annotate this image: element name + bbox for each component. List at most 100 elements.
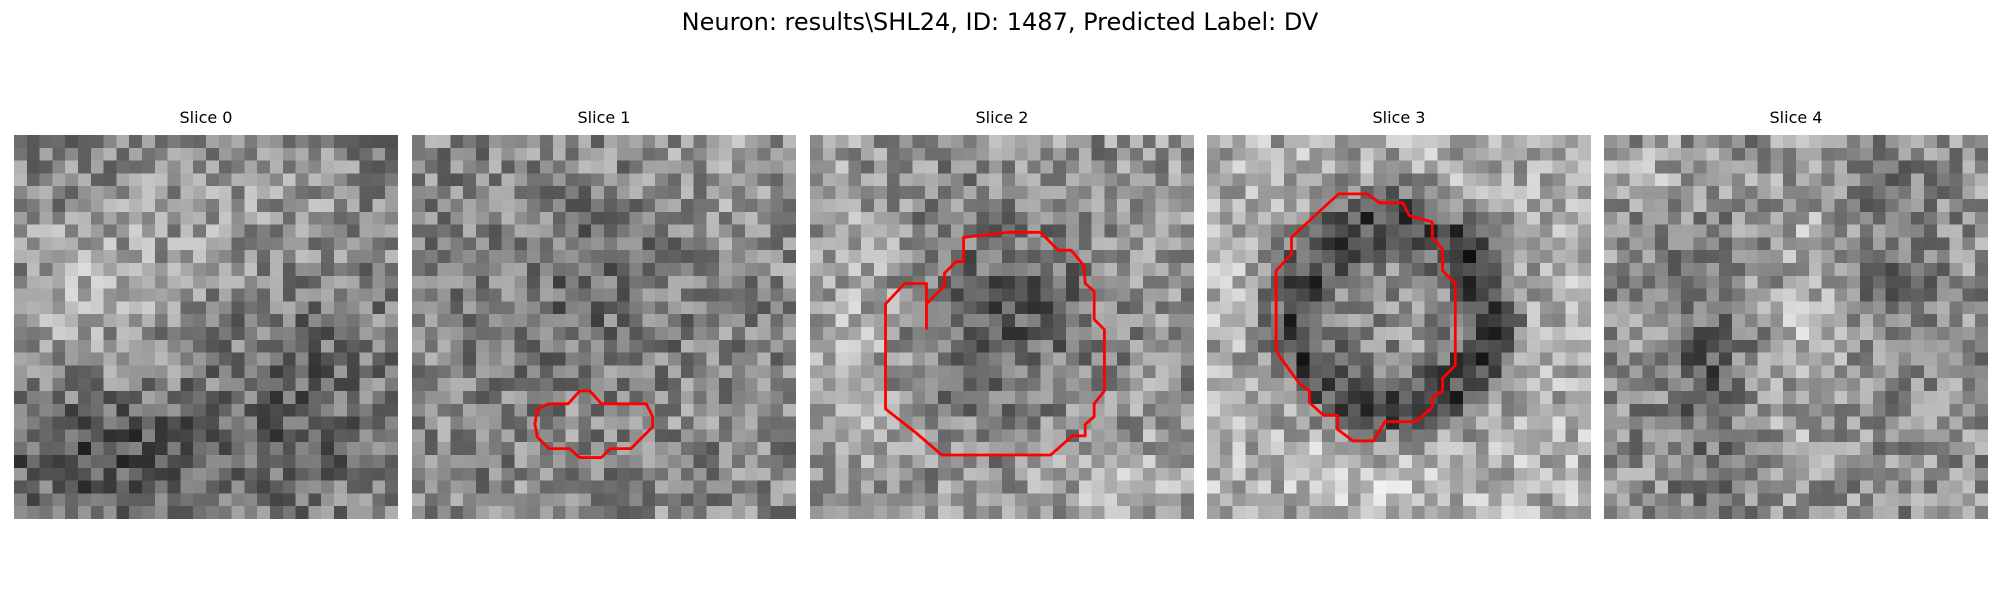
pixel — [1002, 365, 1016, 379]
pixel — [1783, 186, 1797, 200]
pixel — [167, 365, 181, 379]
pixel — [1898, 352, 1912, 366]
pixel — [257, 147, 271, 161]
pixel — [591, 429, 605, 443]
pixel — [668, 301, 682, 315]
pixel — [167, 275, 181, 289]
pixel — [308, 224, 322, 238]
pixel — [1309, 493, 1323, 507]
pixel — [295, 135, 309, 149]
pixel — [1514, 467, 1528, 481]
pixel — [437, 237, 451, 251]
pixel — [822, 352, 836, 366]
pixel — [1347, 314, 1361, 328]
pixel — [912, 480, 926, 494]
pixel — [848, 480, 862, 494]
pixel — [1027, 339, 1041, 353]
pixel — [1668, 211, 1682, 225]
pixel — [372, 173, 386, 187]
pixel — [1245, 467, 1259, 481]
pixel — [1181, 224, 1194, 238]
pixel — [1104, 250, 1118, 264]
pixel — [78, 480, 92, 494]
pixel — [1821, 211, 1835, 225]
pixel — [848, 301, 862, 315]
pixel — [1463, 237, 1477, 251]
pixel — [52, 416, 66, 430]
pixel — [1693, 391, 1707, 405]
pixel — [1821, 301, 1835, 315]
pixel — [810, 327, 824, 341]
pixel — [848, 429, 862, 443]
pixel — [424, 378, 438, 392]
pixel — [1770, 199, 1784, 213]
pixel — [52, 186, 66, 200]
pixel — [308, 480, 322, 494]
pixel — [1168, 301, 1182, 315]
pixel — [616, 275, 630, 289]
pixel — [1860, 378, 1874, 392]
pixel — [1168, 480, 1182, 494]
pixel — [321, 352, 335, 366]
pixel — [1796, 237, 1810, 251]
pixel — [270, 211, 284, 225]
pixel — [1014, 442, 1028, 456]
pixel — [1360, 160, 1374, 174]
pixel — [282, 237, 296, 251]
pixel — [938, 467, 952, 481]
pixel — [1629, 403, 1643, 417]
pixel — [938, 365, 952, 379]
pixel — [1245, 173, 1259, 187]
pixel — [1040, 314, 1054, 328]
pixel — [744, 237, 758, 251]
pixel — [295, 429, 309, 443]
pixel — [1808, 275, 1822, 289]
pixel — [206, 301, 220, 315]
pixel — [963, 135, 977, 149]
pixel — [1386, 493, 1400, 507]
pixel — [1450, 327, 1464, 341]
pixel — [783, 339, 796, 353]
pixel — [1437, 147, 1451, 161]
pixel — [1053, 224, 1067, 238]
pixel — [886, 327, 900, 341]
pixel — [1207, 263, 1221, 277]
pixel — [1117, 250, 1131, 264]
pixel — [372, 480, 386, 494]
pixel — [668, 378, 682, 392]
pixel — [1475, 288, 1489, 302]
pixel — [1808, 429, 1822, 443]
pixel — [848, 186, 862, 200]
pixel — [52, 455, 66, 469]
pixel — [1117, 467, 1131, 481]
pixel — [206, 480, 220, 494]
pixel — [1283, 211, 1297, 225]
pixel — [39, 455, 53, 469]
pixel — [1642, 391, 1656, 405]
slice-title: Slice 3 — [1372, 108, 1426, 127]
pixel — [193, 429, 207, 443]
pixel — [218, 186, 232, 200]
pixel — [1757, 391, 1771, 405]
pixel — [1207, 224, 1221, 238]
pixel — [1834, 314, 1848, 328]
slice-image — [1604, 135, 1988, 519]
pixel — [359, 211, 373, 225]
pixel — [270, 173, 284, 187]
pixel — [1014, 493, 1028, 507]
pixel — [1616, 147, 1630, 161]
pixel — [359, 288, 373, 302]
pixel — [848, 352, 862, 366]
pixel — [1706, 480, 1720, 494]
pixel — [1040, 250, 1054, 264]
pixel — [346, 416, 360, 430]
pixel — [810, 160, 824, 174]
pixel — [308, 288, 322, 302]
pixel — [912, 160, 926, 174]
pixel — [744, 224, 758, 238]
pixel — [693, 339, 707, 353]
pixel — [680, 186, 694, 200]
pixel — [1271, 288, 1285, 302]
pixel — [180, 173, 194, 187]
pixel — [321, 467, 335, 481]
